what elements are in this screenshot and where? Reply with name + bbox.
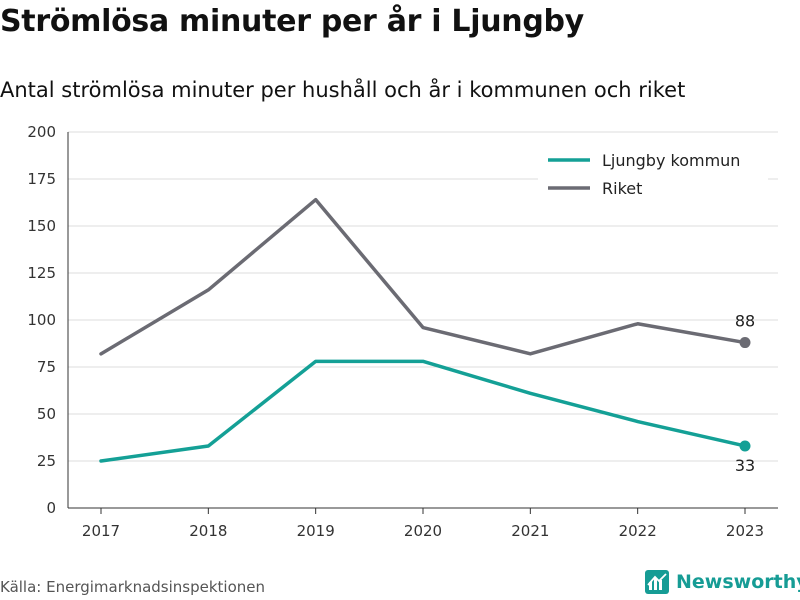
x-tick-label: 2021 <box>511 522 549 540</box>
end-point-0 <box>739 440 751 452</box>
y-tick-label: 100 <box>27 311 56 329</box>
legend-label-0: Ljungby kommun <box>602 151 740 170</box>
chart-subtitle: Antal strömlösa minuter per hushåll och … <box>0 78 686 102</box>
y-tick-label: 50 <box>37 405 56 423</box>
x-tick-label: 2022 <box>619 522 657 540</box>
newsworthy-icon <box>645 570 669 594</box>
source-note: Källa: Energimarknadsinspektionen <box>0 578 266 596</box>
data-labels: 33 88 <box>735 312 755 475</box>
end-value-label-0: 33 <box>735 456 755 475</box>
x-tick-label: 2020 <box>404 522 442 540</box>
y-tick-label: 125 <box>27 264 56 282</box>
axes: 0 25 50 75 100 125 150 175 200 2017 2018 2019 2020 20… <box>27 123 778 540</box>
x-tick-label: 2018 <box>189 522 227 540</box>
x-tick-label: 2023 <box>726 522 764 540</box>
x-tick-label: 2017 <box>82 522 120 540</box>
series-line-0 <box>99 359 747 463</box>
y-tick-label: 200 <box>27 123 56 141</box>
y-tick-label: 150 <box>27 217 56 235</box>
end-value-label-1: 88 <box>735 312 755 331</box>
series-line-1 <box>99 197 747 356</box>
y-tick-label: 175 <box>27 170 56 188</box>
end-point-1 <box>739 337 751 349</box>
x-tick-label: 2019 <box>297 522 335 540</box>
brand-logo: Newsworthy <box>644 569 800 595</box>
y-tick-label: 25 <box>37 452 56 470</box>
series <box>99 197 751 463</box>
y-tick-label: 75 <box>37 358 56 376</box>
chart-title: Strömlösa minuter per år i Ljungby <box>0 4 584 39</box>
legend: Ljungby kommun Riket <box>538 146 768 206</box>
brand-name: Newsworthy <box>676 571 800 593</box>
y-tick-label: 0 <box>46 499 56 517</box>
legend-box <box>538 146 768 206</box>
legend-label-1: Riket <box>602 179 642 198</box>
